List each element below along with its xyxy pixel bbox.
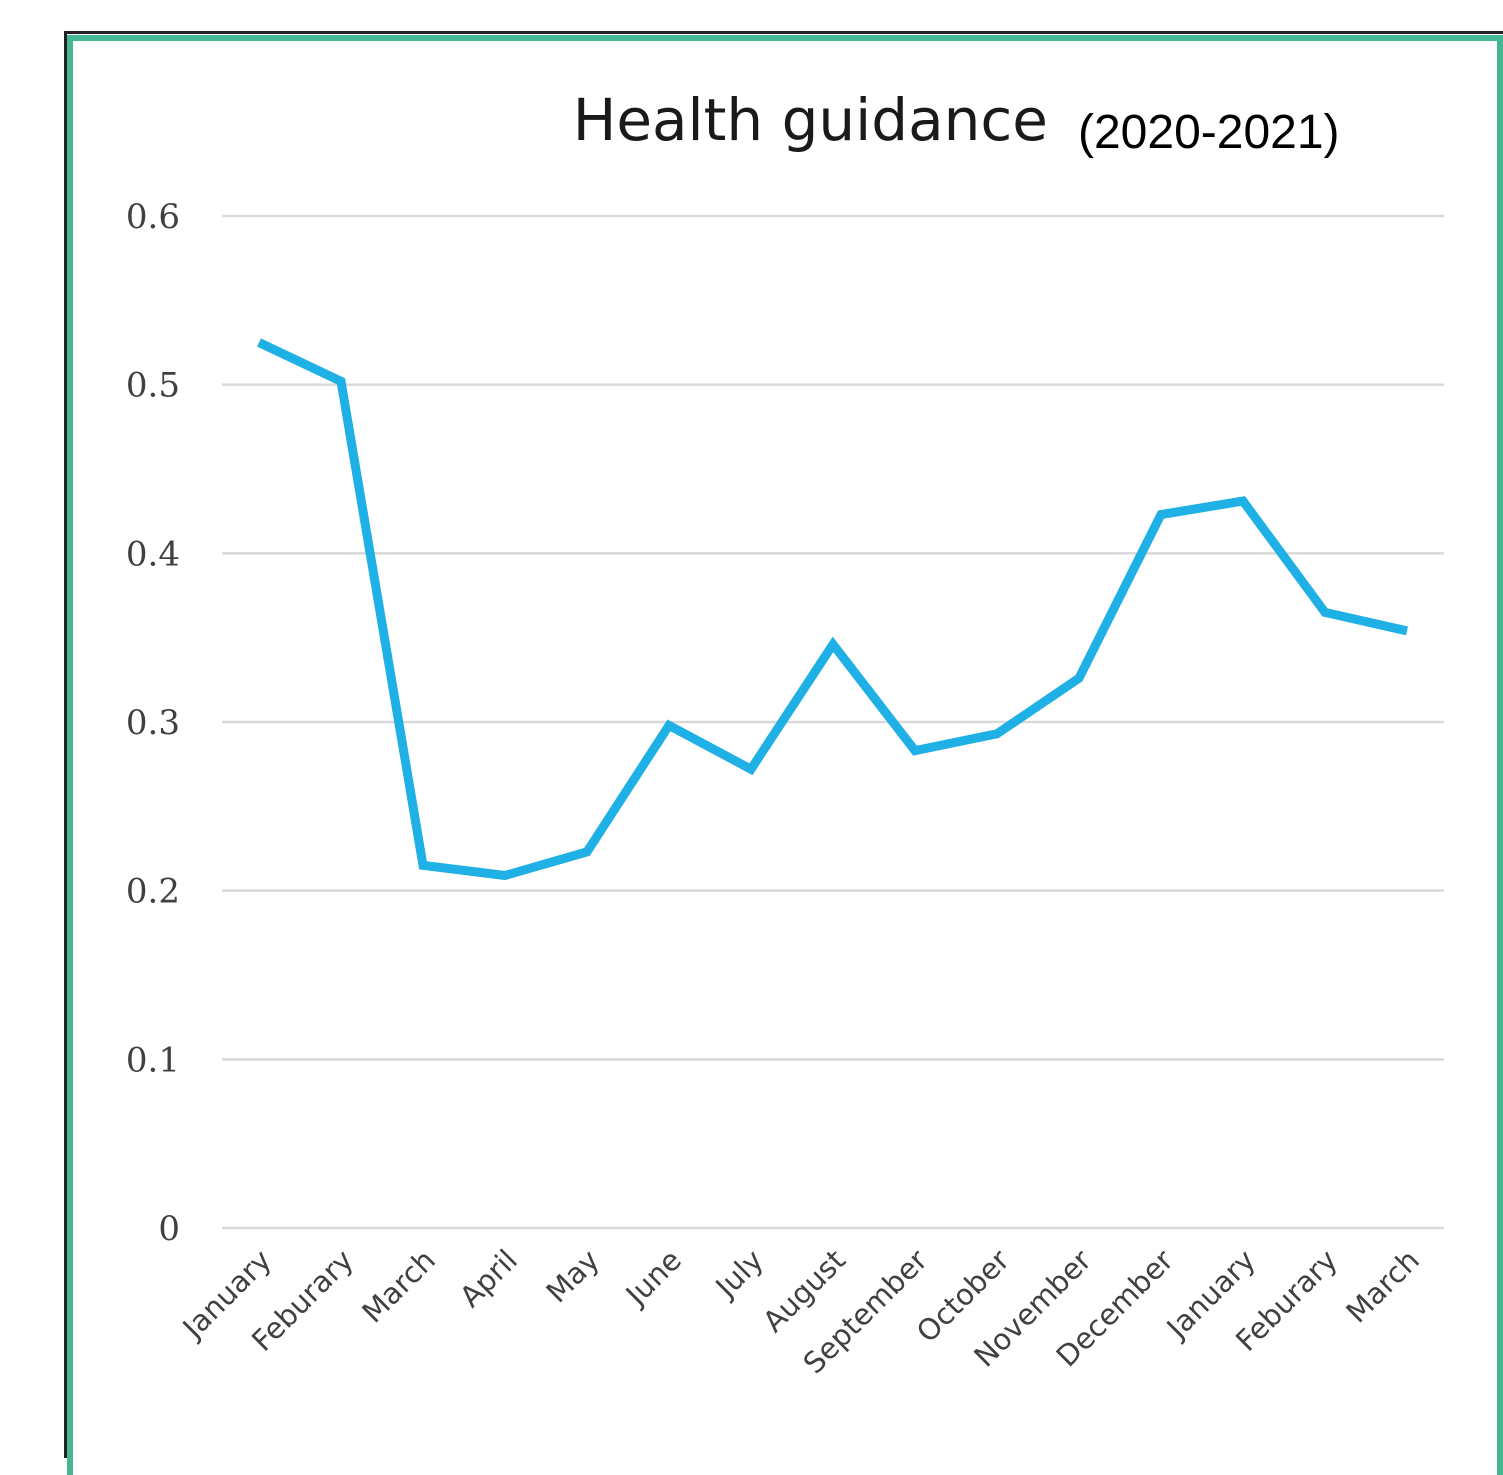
series-layer (259, 342, 1407, 875)
y-tick-label: 0.1 (126, 1040, 180, 1080)
x-tick-label: April (453, 1243, 524, 1314)
x-tick-label: June (618, 1243, 688, 1313)
x-tick-label: March (1339, 1243, 1426, 1330)
x-tick-label: July (708, 1243, 770, 1305)
y-tick-label: 0.2 (126, 872, 180, 912)
x-tick-label: March (355, 1243, 442, 1330)
chart-title: Health guidance (573, 86, 1048, 154)
y-tick-label: 0.5 (126, 366, 180, 406)
series-line (259, 343, 1407, 876)
y-tick-label: 0 (158, 1209, 180, 1249)
y-tick-label: 0.3 (126, 703, 180, 743)
y-tick-label: 0.4 (126, 534, 180, 574)
y-axis-ticks: 0 0.1 0.2 0.3 0.4 0.5 0.6 (126, 197, 180, 1249)
x-tick-label: May (540, 1243, 606, 1309)
chart-subtitle: (2020-2021) (1078, 106, 1340, 159)
y-tick-label: 0.6 (126, 197, 180, 237)
gridlines (222, 216, 1444, 1228)
